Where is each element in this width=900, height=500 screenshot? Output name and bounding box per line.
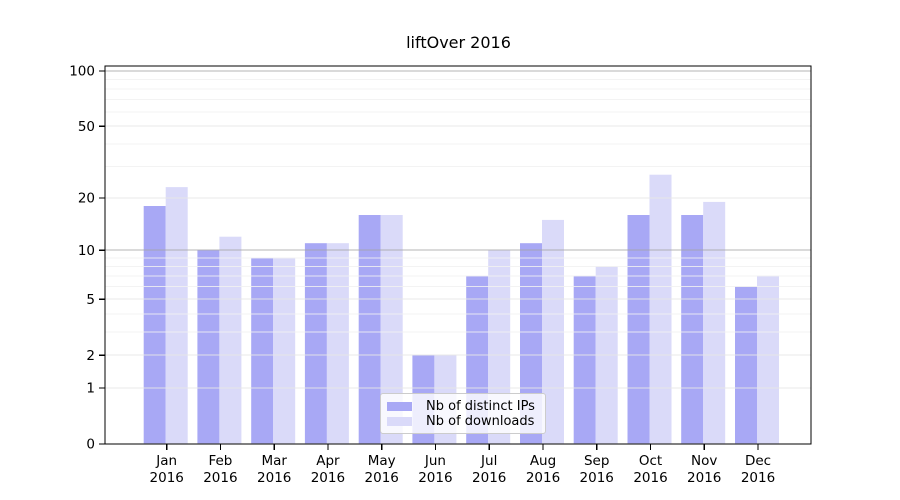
x-tick-label-feb: Feb <box>208 453 232 469</box>
bar-dec-series0 <box>735 286 757 444</box>
x-tick-label-nov-year: 2016 <box>687 470 721 486</box>
bar-nov-series1 <box>703 201 726 444</box>
y-tick-label-100: 100 <box>69 64 95 80</box>
y-tick-label-20: 20 <box>78 190 95 206</box>
y-tick-label-10: 10 <box>78 243 95 259</box>
x-tick-label-sep: Sep <box>584 453 609 469</box>
bar-oct-series0 <box>627 215 650 444</box>
x-tick-label-dec-year: 2016 <box>741 470 775 486</box>
legend-item-downloads: Nb of downloads <box>387 414 536 429</box>
legend-label-distinct-ips: Nb of distinct IPs <box>426 399 535 414</box>
bar-mar-series0 <box>251 257 274 444</box>
y-tick-label-1: 1 <box>86 381 95 397</box>
bar-oct-series1 <box>649 174 672 444</box>
x-tick-label-dec: Dec <box>745 453 771 469</box>
bar-may-series1 <box>380 215 403 444</box>
x-tick-label-may: May <box>368 453 396 469</box>
bar-sep-series0 <box>573 275 596 444</box>
bar-apr-series0 <box>304 243 327 444</box>
x-tick-label-mar: Mar <box>261 453 287 469</box>
y-tick-label-2: 2 <box>86 348 95 364</box>
y-tick-label-0: 0 <box>86 437 95 453</box>
bar-may-series0 <box>358 215 381 444</box>
legend: Nb of distinct IPs Nb of downloads <box>380 393 546 434</box>
x-tick-label-feb-year: 2016 <box>203 470 237 486</box>
x-tick-label-jul: Jul <box>480 453 497 469</box>
bar-feb-series1 <box>219 236 242 444</box>
legend-label-downloads: Nb of downloads <box>426 414 535 429</box>
y-tick-label-5: 5 <box>86 292 95 308</box>
y-tick-label-50: 50 <box>78 119 95 135</box>
legend-swatch-downloads <box>387 417 412 426</box>
x-tick-label-apr-year: 2016 <box>311 470 345 486</box>
x-tick-label-sep-year: 2016 <box>580 470 614 486</box>
plot-box <box>104 65 812 445</box>
x-tick-label-jun-year: 2016 <box>418 470 452 486</box>
x-tick-label-aug: Aug <box>530 453 556 469</box>
x-tick-label-oct-year: 2016 <box>633 470 667 486</box>
bar-jan-series1 <box>165 187 188 444</box>
legend-swatch-distinct-ips <box>387 402 412 411</box>
bar-dec-series1 <box>757 275 779 444</box>
x-tick-label-aug-year: 2016 <box>526 470 560 486</box>
bar-feb-series0 <box>197 250 220 444</box>
x-tick-label-apr: Apr <box>316 453 340 469</box>
x-tick-label-jun: Jun <box>424 453 446 469</box>
x-tick-label-oct: Oct <box>639 453 662 469</box>
x-tick-label-mar-year: 2016 <box>257 470 291 486</box>
bar-mar-series1 <box>273 257 296 444</box>
bar-jan-series0 <box>143 206 166 444</box>
legend-item-distinct-ips: Nb of distinct IPs <box>387 399 536 414</box>
x-tick-label-may-year: 2016 <box>365 470 399 486</box>
bar-nov-series0 <box>681 215 704 444</box>
x-tick-label-jan-year: 2016 <box>150 470 184 486</box>
x-tick-label-nov: Nov <box>691 453 717 469</box>
x-tick-label-jan: Jan <box>155 453 177 469</box>
bar-apr-series1 <box>326 243 349 444</box>
chart-title: liftOver 2016 <box>406 33 511 52</box>
x-tick-label-jul-year: 2016 <box>472 470 506 486</box>
